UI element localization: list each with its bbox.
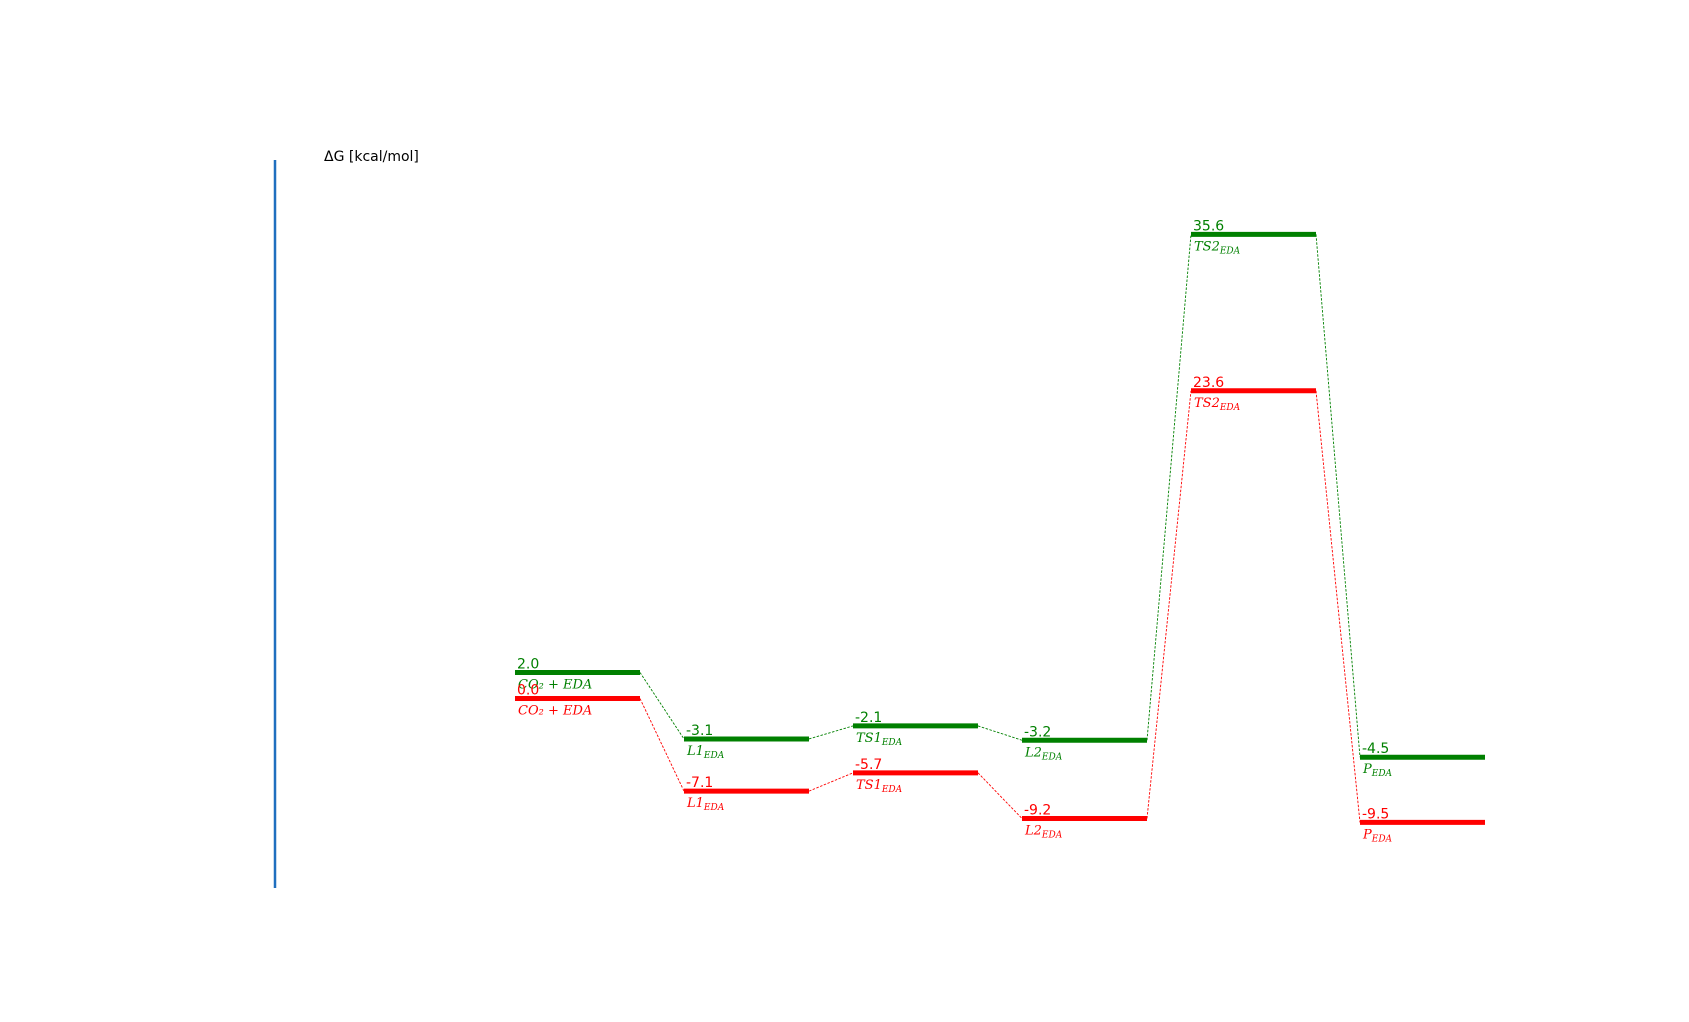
connector-line: [1315, 390, 1361, 823]
energy-value-label: -7.1: [686, 775, 713, 791]
connector-line: [1146, 390, 1192, 819]
state-name-label: CO₂ + EDA: [518, 677, 592, 692]
energy-value-label: 2.0: [517, 656, 539, 672]
state-name-label: TS1EDA: [856, 731, 903, 748]
energy-value-label: -2.1: [855, 710, 882, 726]
energy-value-label: 0.0: [517, 683, 539, 699]
state-name-label: PEDA: [1362, 827, 1393, 844]
state-name-label: L2EDA: [1024, 745, 1063, 762]
state-name-label: CO₂ + EDA: [518, 704, 592, 719]
state-name-label: PEDA: [1362, 762, 1393, 779]
energy-value-label: 23.6: [1193, 375, 1224, 391]
connector-line: [639, 672, 685, 740]
state-name-label: L2EDA: [1024, 823, 1063, 840]
energy-value-label: 35.6: [1193, 218, 1224, 234]
connector-line: [808, 772, 854, 792]
connector-line: [1315, 234, 1361, 758]
series-0: 2.0 CO₂ + EDA -3.1 L1EDA -2.1 TS1EDA -3.2 L2EDA…: [515, 218, 1485, 779]
y-axis-label: ΔG [kcal/mol]: [324, 149, 419, 165]
connector-line: [1146, 234, 1192, 741]
energy-value-label: -3.2: [1024, 724, 1051, 740]
energy-value-label: -5.7: [855, 757, 882, 773]
state-name-label: TS2EDA: [1194, 396, 1241, 413]
energy-value-label: -9.5: [1362, 806, 1389, 822]
plot-area: 2.0 CO₂ + EDA -3.1 L1EDA -2.1 TS1EDA -3.2 L2EDA…: [515, 218, 1485, 844]
state-name-label: TS2EDA: [1194, 239, 1241, 256]
state-name-label: L1EDA: [686, 796, 725, 813]
connector-line: [639, 698, 685, 792]
connector-line: [808, 725, 854, 740]
state-name-label: TS1EDA: [856, 778, 903, 795]
connector-line: [977, 725, 1023, 741]
state-name-label: L1EDA: [686, 744, 725, 761]
energy-value-label: -9.2: [1024, 802, 1051, 818]
energy-value-label: -4.5: [1362, 741, 1389, 757]
energy-value-label: -3.1: [686, 723, 713, 739]
connector-line: [977, 772, 1023, 819]
